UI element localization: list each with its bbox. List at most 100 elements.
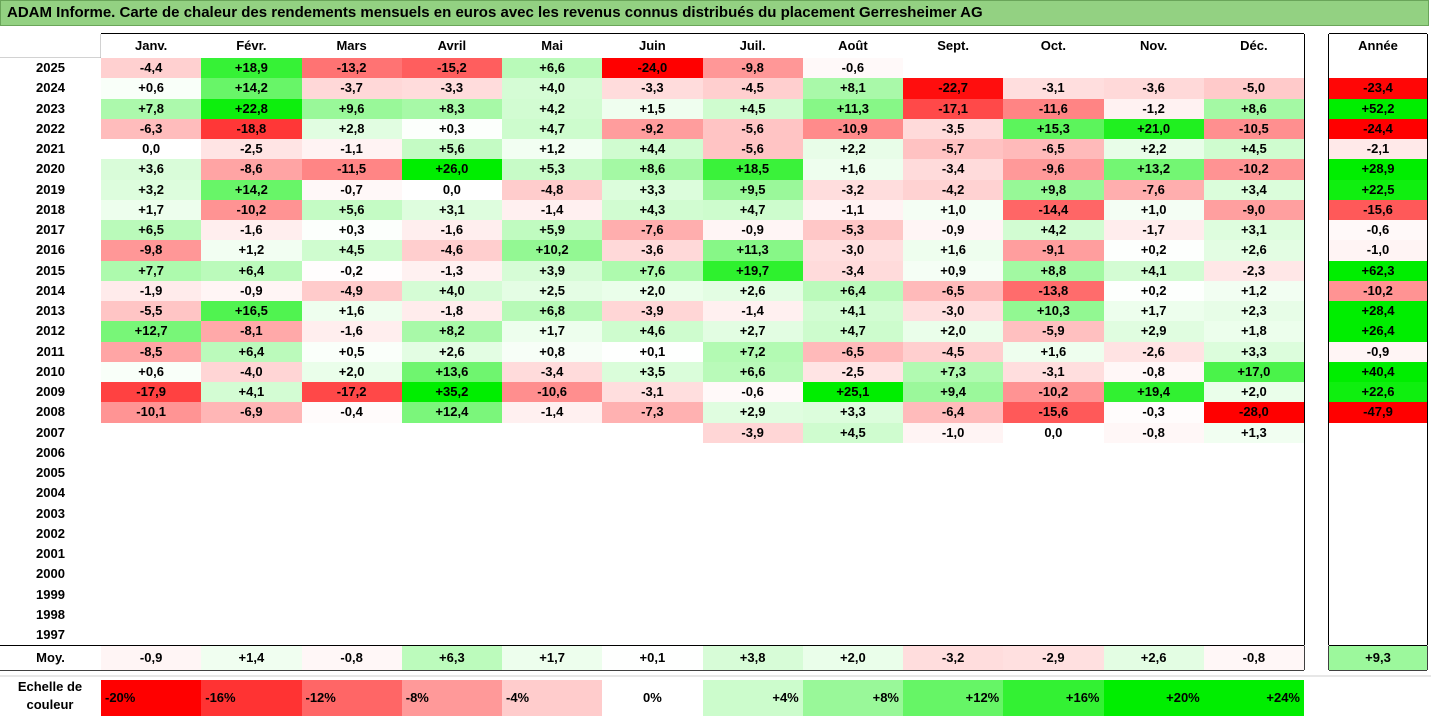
heatmap-cell: -3,3 [602,78,703,99]
heatmap-cell [201,463,302,484]
heatmap-cell: +0,3 [301,220,402,241]
row-year-label: 2006 [0,442,101,463]
heatmap-cell: -0,9 [201,280,302,301]
heatmap-cell [1103,442,1204,463]
row-year-label: 2007 [0,422,101,443]
heatmap-cell [502,625,603,646]
row-year-label: 2018 [0,199,101,220]
heatmap-cell: +6,8 [502,301,603,322]
heatmap-cell [401,544,502,565]
row-year-label: 2017 [0,220,101,241]
heatmap-cell [301,463,402,484]
heatmap-cell: -3,3 [401,78,502,99]
heatmap-cell [702,503,803,524]
heatmap-cell: +1,0 [1103,199,1204,220]
heatmap-cell [702,483,803,504]
heatmap-cell: -9,2 [602,118,703,139]
heatmap-cell [903,625,1004,646]
annual-cell: -23,4 [1329,78,1427,99]
heatmap-cell: -10,2 [1203,159,1304,180]
heatmap-cell: -10,2 [201,199,302,220]
heatmap-cell: +14,2 [201,78,302,99]
heatmap-cell [702,523,803,544]
heatmap-cell [1203,442,1304,463]
heatmap-cell: +0,3 [401,118,502,139]
heatmap-cell: +4,5 [1203,139,1304,160]
row-year-label: 2025 [0,58,101,79]
heatmap-cell: -9,1 [1003,240,1104,261]
heatmap-cell [301,625,402,646]
annual-cell [1329,483,1427,504]
heatmap-cell [1103,58,1204,79]
average-cell: -0,9 [101,646,202,670]
heatmap-cell [502,503,603,524]
heatmap-cell: +4,7 [802,321,903,342]
heatmap-cell [1003,523,1104,544]
month-header: Févr. [201,34,302,58]
heatmap-cell: +4,6 [602,321,703,342]
heatmap-cell: -2,6 [1103,341,1204,362]
annual-cell [1329,503,1427,524]
annual-cell: +22,5 [1329,179,1427,200]
heatmap-cell: -4,6 [401,240,502,261]
heatmap-cell [101,604,202,625]
row-year-label: 2012 [0,321,101,342]
heatmap-cell: +7,8 [101,98,202,119]
heatmap-cell [903,584,1004,605]
month-header: Août [802,34,903,58]
heatmap-cell: +9,5 [702,179,803,200]
heatmap-cell: -3,0 [903,301,1004,322]
heatmap-cell: +13,6 [401,361,502,382]
heatmap-cell [802,625,903,646]
heatmap-cell: +4,7 [702,199,803,220]
heatmap-cell [301,564,402,585]
heatmap-cell: -0,3 [1103,402,1204,423]
heatmap-cell [401,442,502,463]
heatmap-cell [101,442,202,463]
heatmap-cell: +4,0 [401,280,502,301]
annual-cell [1329,584,1427,605]
heatmap-cell: +1,5 [602,98,703,119]
heatmap-cell [1003,503,1104,524]
heatmap-cell [101,584,202,605]
heatmap-cell: +5,6 [401,139,502,160]
legend-label: Echelle de couleur [0,678,100,718]
heatmap-cell: +21,0 [1103,118,1204,139]
heatmap-cell: -3,0 [802,240,903,261]
heatmap-cell [802,463,903,484]
heatmap-cell: 0,0 [1003,422,1104,443]
heatmap-cell [602,584,703,605]
heatmap-cell: -1,7 [1103,220,1204,241]
heatmap-cell [602,442,703,463]
heatmap-cell: +0,2 [1103,240,1204,261]
heatmap-cell: +8,1 [802,78,903,99]
heatmap-cell: -8,6 [201,159,302,180]
heatmap-cell: -9,8 [101,240,202,261]
heatmap-cell: +10,2 [502,240,603,261]
heatmap-cell [1103,523,1204,544]
heatmap-cell [1203,564,1304,585]
heatmap-cell: +8,6 [1203,98,1304,119]
annual-cell [1329,523,1427,544]
legend-label-line1: Echelle de [17,679,83,694]
heatmap-cell [201,483,302,504]
heatmap-cell: -4,5 [903,341,1004,362]
heatmap-cell [702,625,803,646]
row-year-label: 2001 [0,544,101,565]
heatmap-cell [201,625,302,646]
heatmap-cell [702,463,803,484]
heatmap-cell: -11,5 [301,159,402,180]
heatmap-cell [1203,523,1304,544]
heatmap-cell [1203,604,1304,625]
heatmap-cell [802,523,903,544]
heatmap-cell: +0,8 [502,341,603,362]
average-cell: +3,8 [702,646,803,670]
row-year-label: 1998 [0,604,101,625]
heatmap-cell [201,422,302,443]
heatmap-cell: +0,1 [602,341,703,362]
heatmap-cell: -6,5 [903,280,1004,301]
average-label: Moy. [0,646,101,670]
annual-cell: -0,6 [1329,220,1427,241]
heatmap-cell: +0,5 [301,341,402,362]
row-year-label: 2003 [0,503,101,524]
